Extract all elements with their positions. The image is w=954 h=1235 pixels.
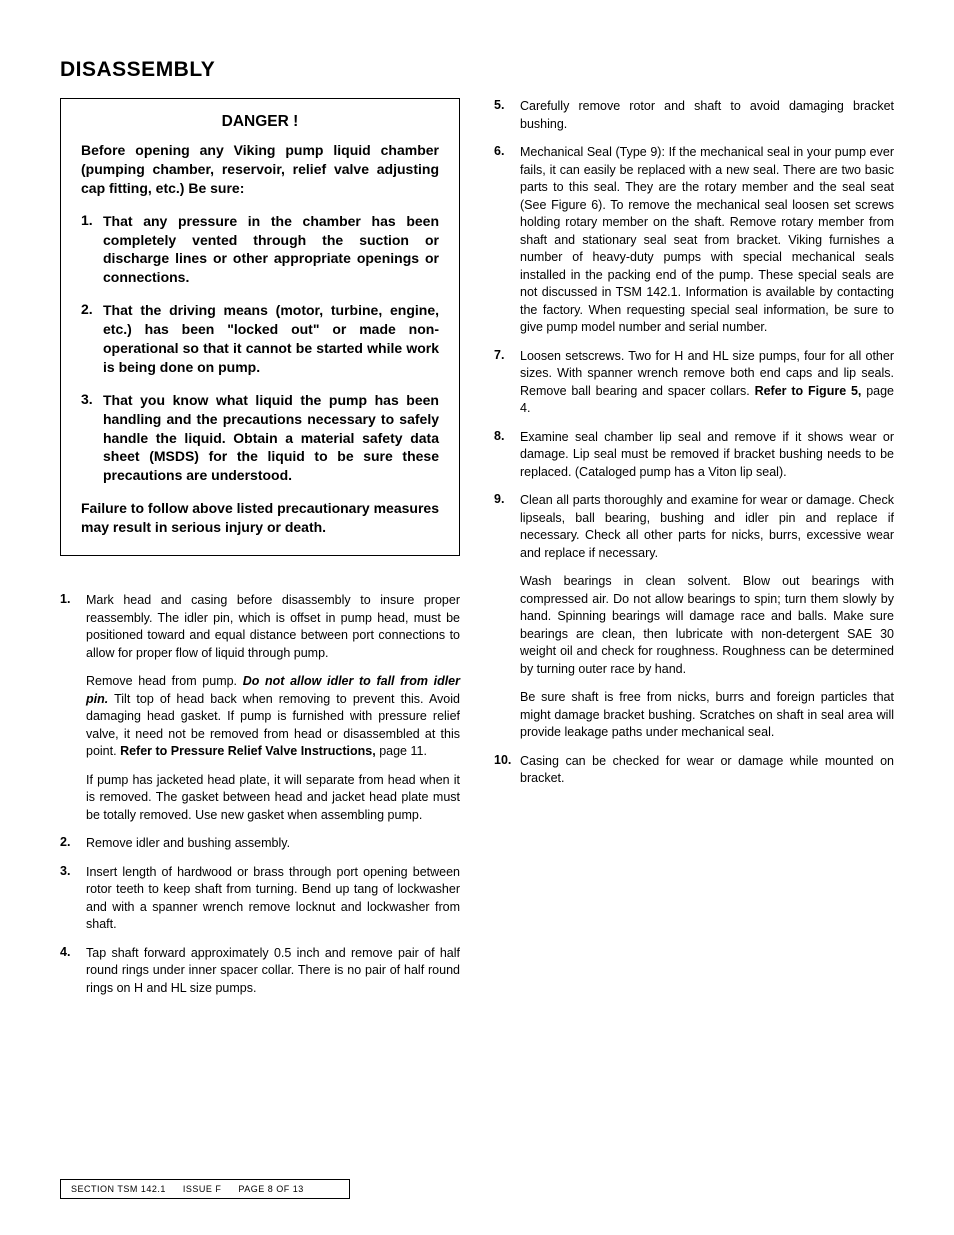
step-paragraph: If pump has jacketed head plate, it will… bbox=[86, 772, 460, 825]
step-body: Loosen setscrews. Two for H and HL size … bbox=[520, 348, 894, 418]
step-number: 3. bbox=[60, 864, 86, 934]
step-paragraph: Mechanical Seal (Type 9): If the mechani… bbox=[520, 144, 894, 337]
step-paragraph: Insert length of hardwood or brass throu… bbox=[86, 864, 460, 934]
text-run: Insert length of hardwood or brass throu… bbox=[86, 865, 460, 932]
step-paragraph: Mark head and casing before disassembly … bbox=[86, 592, 460, 662]
text-run: page 11. bbox=[376, 744, 427, 758]
text-run: Tap shaft forward approximately 0.5 inch… bbox=[86, 946, 460, 995]
step-paragraph: Tap shaft forward approximately 0.5 inch… bbox=[86, 945, 460, 998]
left-column: DANGER ! Before opening any Viking pump … bbox=[60, 98, 460, 1008]
step-item: 10.Casing can be checked for wear or dam… bbox=[494, 753, 894, 788]
right-steps: 5.Carefully remove rotor and shaft to av… bbox=[494, 98, 894, 788]
danger-item-number: 2. bbox=[81, 301, 103, 377]
step-paragraph: Casing can be checked for wear or damage… bbox=[520, 753, 894, 788]
danger-heading: DANGER ! bbox=[81, 113, 439, 131]
step-number: 7. bbox=[494, 348, 520, 418]
step-body: Tap shaft forward approximately 0.5 inch… bbox=[86, 945, 460, 998]
step-body: Casing can be checked for wear or damage… bbox=[520, 753, 894, 788]
text-run: Mark head and casing before disassembly … bbox=[86, 593, 460, 660]
step-item: 6.Mechanical Seal (Type 9): If the mecha… bbox=[494, 144, 894, 337]
text-run: Refer to Pressure Relief Valve Instructi… bbox=[120, 744, 376, 758]
page-title: DISASSEMBLY bbox=[60, 58, 894, 82]
step-item: 9.Clean all parts thoroughly and examine… bbox=[494, 492, 894, 742]
left-steps: 1.Mark head and casing before disassembl… bbox=[60, 592, 460, 997]
step-body: Mark head and casing before disassembly … bbox=[86, 592, 460, 824]
step-paragraph: Carefully remove rotor and shaft to avoi… bbox=[520, 98, 894, 133]
content-columns: DANGER ! Before opening any Viking pump … bbox=[60, 98, 894, 1008]
step-body: Insert length of hardwood or brass throu… bbox=[86, 864, 460, 934]
text-run: Refer to Figure 5, bbox=[755, 384, 862, 398]
danger-footer: Failure to follow above listed precautio… bbox=[81, 499, 439, 537]
danger-item-number: 1. bbox=[81, 212, 103, 288]
step-number: 2. bbox=[60, 835, 86, 853]
step-number: 1. bbox=[60, 592, 86, 824]
step-paragraph: Examine seal chamber lip seal and remove… bbox=[520, 429, 894, 482]
footer-section: SECTION TSM 142.1 bbox=[71, 1184, 166, 1194]
step-body: Carefully remove rotor and shaft to avoi… bbox=[520, 98, 894, 133]
footer-bar: SECTION TSM 142.1 ISSUE F PAGE 8 OF 13 bbox=[60, 1179, 350, 1199]
step-number: 4. bbox=[60, 945, 86, 998]
step-item: 1.Mark head and casing before disassembl… bbox=[60, 592, 460, 824]
step-item: 8.Examine seal chamber lip seal and remo… bbox=[494, 429, 894, 482]
step-item: 4.Tap shaft forward approximately 0.5 in… bbox=[60, 945, 460, 998]
step-body: Examine seal chamber lip seal and remove… bbox=[520, 429, 894, 482]
danger-item-number: 3. bbox=[81, 391, 103, 485]
danger-item: 2.That the driving means (motor, turbine… bbox=[81, 301, 439, 377]
text-run: Carefully remove rotor and shaft to avoi… bbox=[520, 99, 894, 131]
step-paragraph: Be sure shaft is free from nicks, burrs … bbox=[520, 689, 894, 742]
step-paragraph: Remove head from pump. Do not allow idle… bbox=[86, 673, 460, 761]
step-paragraph: Loosen setscrews. Two for H and HL size … bbox=[520, 348, 894, 418]
text-run: Clean all parts thoroughly and examine f… bbox=[520, 493, 894, 560]
text-run: If pump has jacketed head plate, it will… bbox=[86, 773, 460, 822]
text-run: Casing can be checked for wear or damage… bbox=[520, 754, 894, 786]
text-run: Examine seal chamber lip seal and remove… bbox=[520, 430, 894, 479]
footer-issue: ISSUE F bbox=[183, 1184, 222, 1194]
danger-intro: Before opening any Viking pump liquid ch… bbox=[81, 141, 439, 198]
text-run: Be sure shaft is free from nicks, burrs … bbox=[520, 690, 894, 739]
step-body: Mechanical Seal (Type 9): If the mechani… bbox=[520, 144, 894, 337]
danger-item-text: That the driving means (motor, turbine, … bbox=[103, 301, 439, 377]
text-run: Mechanical Seal (Type 9): If the mechani… bbox=[520, 145, 894, 334]
step-paragraph: Clean all parts thoroughly and examine f… bbox=[520, 492, 894, 562]
danger-box: DANGER ! Before opening any Viking pump … bbox=[60, 98, 460, 556]
danger-item-text: That you know what liquid the pump has b… bbox=[103, 391, 439, 485]
step-item: 2.Remove idler and bushing assembly. bbox=[60, 835, 460, 853]
step-number: 8. bbox=[494, 429, 520, 482]
text-run: Wash bearings in clean solvent. Blow out… bbox=[520, 574, 894, 676]
danger-list: 1.That any pressure in the chamber has b… bbox=[81, 212, 439, 486]
step-paragraph: Remove idler and bushing assembly. bbox=[86, 835, 460, 853]
step-number: 9. bbox=[494, 492, 520, 742]
right-column: 5.Carefully remove rotor and shaft to av… bbox=[494, 98, 894, 1008]
danger-item: 3.That you know what liquid the pump has… bbox=[81, 391, 439, 485]
danger-item: 1.That any pressure in the chamber has b… bbox=[81, 212, 439, 288]
footer-page: PAGE 8 OF 13 bbox=[238, 1184, 303, 1194]
step-body: Clean all parts thoroughly and examine f… bbox=[520, 492, 894, 742]
text-run: Remove idler and bushing assembly. bbox=[86, 836, 290, 850]
step-item: 7.Loosen setscrews. Two for H and HL siz… bbox=[494, 348, 894, 418]
step-item: 3.Insert length of hardwood or brass thr… bbox=[60, 864, 460, 934]
text-run: Remove head from pump. bbox=[86, 674, 243, 688]
step-number: 5. bbox=[494, 98, 520, 133]
step-item: 5.Carefully remove rotor and shaft to av… bbox=[494, 98, 894, 133]
step-paragraph: Wash bearings in clean solvent. Blow out… bbox=[520, 573, 894, 678]
danger-item-text: That any pressure in the chamber has bee… bbox=[103, 212, 439, 288]
step-body: Remove idler and bushing assembly. bbox=[86, 835, 460, 853]
step-number: 10. bbox=[494, 753, 520, 788]
step-number: 6. bbox=[494, 144, 520, 337]
